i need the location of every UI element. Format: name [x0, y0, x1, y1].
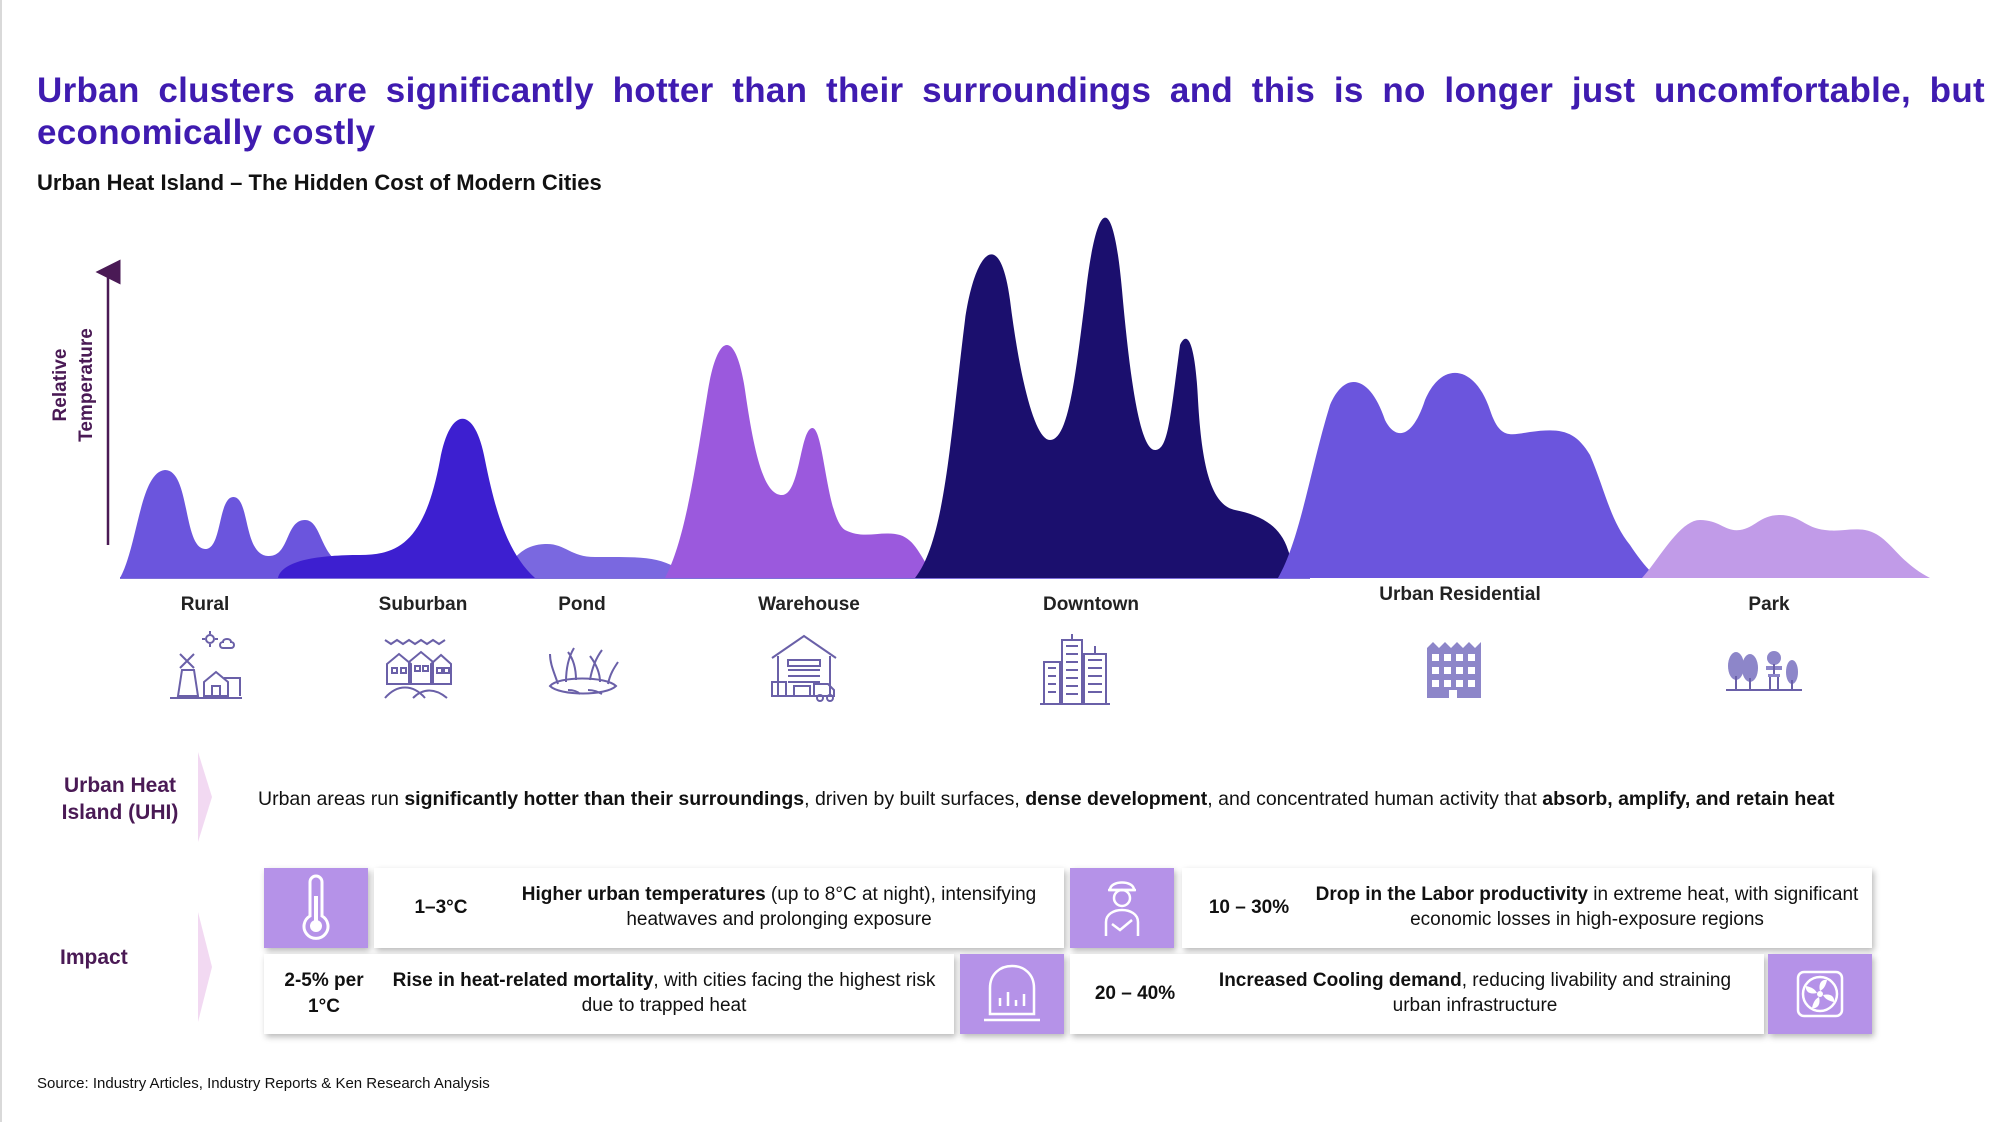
apartment-building-icon [1427, 642, 1481, 700]
zone-curve-warehouse [665, 345, 935, 578]
impact-desc-cooling: Increased Cooling demand, reducing livab… [1218, 970, 1732, 1016]
thermometer-icon [302, 874, 330, 940]
impact-desc-temperature: Higher urban temperatures (up to 8°C at … [521, 884, 1037, 930]
skyscrapers-icon [1040, 634, 1110, 705]
zone-label-warehouse: Warehouse [758, 594, 860, 615]
impact-label: Impact [60, 946, 128, 969]
medical-chart-icon [984, 964, 1040, 1022]
warehouse-icon [771, 634, 837, 702]
impact-chevron [198, 912, 212, 1022]
impact-stat-cooling: 20 – 40% [1094, 983, 1176, 1004]
zone-curve-urban-residential [1278, 372, 1658, 578]
houses-icon [384, 638, 452, 699]
uhi-label: Urban Heat Island (UHI) [61, 774, 179, 824]
source-note: Source: Industry Articles, Industry Repo… [37, 1075, 490, 1092]
zone-label-rural: Rural [180, 594, 230, 615]
zone-curve-suburban [278, 418, 535, 578]
thermometer-icon-box [264, 868, 368, 948]
zone-curve-rural [120, 470, 380, 578]
impact-card-mortality: 2-5% per 1°C Rise in heat-related mortal… [264, 954, 954, 1034]
impact-desc-productivity: Drop in the Labor productivity in extrem… [1315, 884, 1859, 930]
zone-label-urban-residential: Urban Residential [1379, 584, 1541, 605]
impact-card-temperature: 1–3°C Higher urban temperatures (up to 8… [374, 868, 1064, 948]
page-title: Urban clusters are significantly hotter … [37, 71, 1985, 152]
heat-island-chart [95, 217, 1930, 579]
impact-stat-productivity: 10 – 30% [1208, 897, 1290, 918]
impact-stat-temperature: 1–3°C [414, 897, 468, 918]
park-trees-bench-icon [1726, 651, 1802, 691]
zone-label-suburban: Suburban [378, 594, 468, 615]
impact-stat-mortality: 2-5% per 1°C [284, 970, 364, 1017]
impact-desc-mortality: Rise in heat-related mortality, with cit… [392, 970, 936, 1016]
zone-curve-downtown [915, 217, 1298, 578]
impact-card-cooling: 20 – 40% Increased Cooling demand, reduc… [1070, 954, 1764, 1034]
fan-icon-box [1768, 954, 1872, 1034]
worker-icon-box [1070, 868, 1174, 948]
fan-icon [1796, 970, 1844, 1018]
medical-chart-icon-box [960, 954, 1064, 1034]
pond-reeds-icon [548, 647, 619, 695]
zone-curve-pond [495, 543, 690, 578]
uhi-description: Urban areas run significantly hotter tha… [258, 788, 1835, 810]
page-subtitle: Urban Heat Island – The Hidden Cost of M… [37, 170, 602, 195]
left-rule [0, 0, 2, 1122]
impact-card-productivity: 10 – 30% Drop in the Labor productivity … [1182, 868, 1872, 948]
zone-label-park: Park [1748, 594, 1790, 615]
worker-icon [1104, 881, 1140, 936]
uhi-chevron [198, 752, 212, 842]
windmill-farm-icon [170, 631, 242, 699]
zone-label-pond: Pond [558, 594, 606, 615]
zone-label-downtown: Downtown [1042, 594, 1140, 615]
zone-curve-park [1642, 515, 1930, 578]
